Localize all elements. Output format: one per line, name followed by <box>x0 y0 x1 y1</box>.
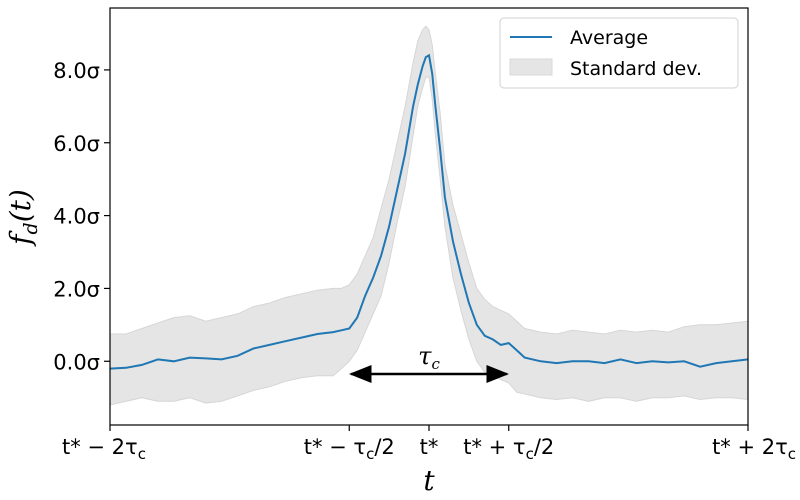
x-tick-label: t* − τc/2 <box>304 435 395 463</box>
x-tick-label: t* + τc/2 <box>463 435 554 463</box>
y-tick-label: 2.0σ <box>53 277 100 301</box>
x-tick-label: t* − 2τc <box>62 435 146 463</box>
y-tick-label: 6.0σ <box>53 132 100 156</box>
x-tick-label: t* + 2τc <box>712 435 796 463</box>
legend-std-swatch <box>509 58 553 76</box>
y-axis-ticks: 0.0σ 2.0σ 4.0σ 6.0σ 8.0σ <box>53 59 110 374</box>
legend-box <box>499 17 739 89</box>
x-axis-label: t <box>423 464 435 497</box>
x-tick-label: t* <box>420 435 439 459</box>
annotation-layer: τc <box>349 342 509 384</box>
y-tick-label: 8.0σ <box>53 59 100 83</box>
y-tick-label: 4.0σ <box>53 205 100 229</box>
legend: Average Standard dev. <box>499 17 739 89</box>
x-axis-ticks: t* − 2τc t* − τc/2 t* t* + τc/2 t* + 2τc <box>62 425 796 463</box>
tau-c-label: τc <box>418 342 440 373</box>
legend-average-label: Average <box>570 27 648 49</box>
average-line <box>110 53 748 370</box>
standard-deviation-band <box>110 25 748 406</box>
y-axis-label: fd(t) <box>4 189 42 247</box>
svg-text:fd(t): fd(t) <box>4 189 42 247</box>
average-line-layer <box>110 53 748 370</box>
legend-std-label: Standard dev. <box>570 58 702 80</box>
std-band-area <box>110 25 748 406</box>
y-tick-label: 0.0σ <box>53 350 100 374</box>
